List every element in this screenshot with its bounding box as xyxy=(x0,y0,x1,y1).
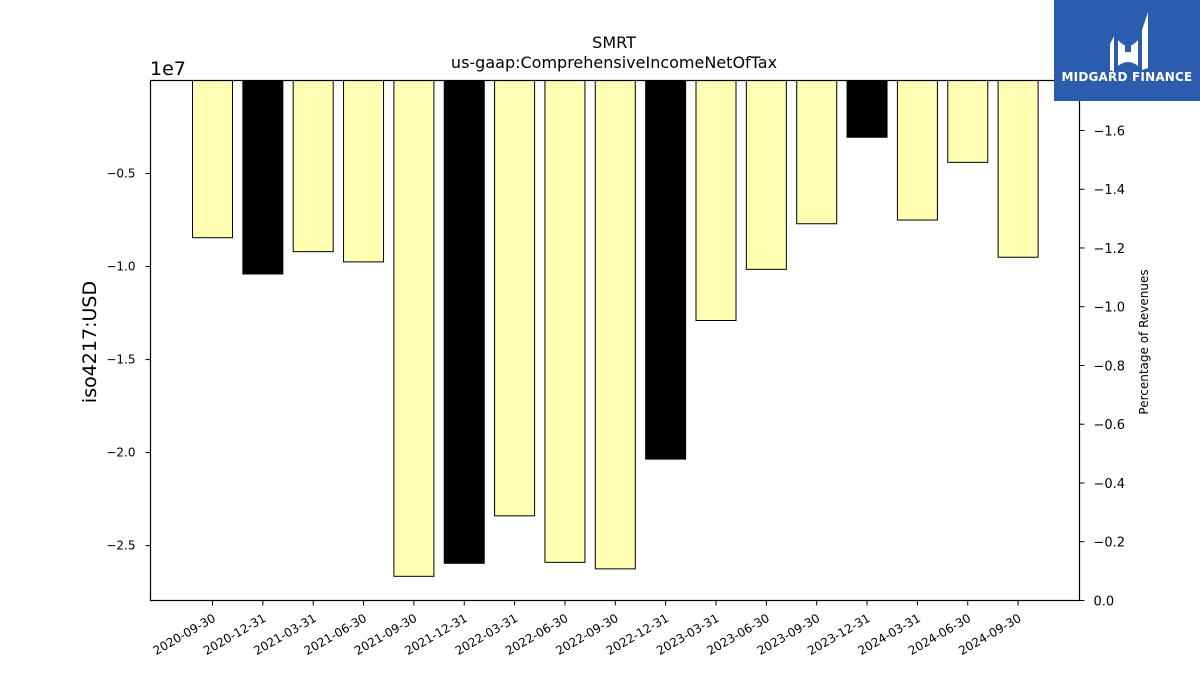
chart-title: SMRT xyxy=(592,33,636,52)
midgard-finance-logo: MIDGARD FINANCE xyxy=(1054,0,1200,101)
bar xyxy=(343,80,385,263)
bar xyxy=(645,80,687,460)
y2-tick-label: −1.4 xyxy=(1094,183,1126,198)
bar xyxy=(292,80,334,253)
bar xyxy=(997,80,1039,258)
logo-text: MIDGARD FINANCE xyxy=(1061,70,1193,84)
y2-tick-label: −1.6 xyxy=(1094,124,1126,139)
y-tick-label: −1.0 xyxy=(106,260,135,274)
plot-frame xyxy=(149,79,1081,602)
y2-tick-label: −1.0 xyxy=(1094,301,1126,316)
y-tick-label: −0.5 xyxy=(106,167,135,181)
bar xyxy=(494,80,536,517)
logo-mark-icon xyxy=(1110,12,1148,72)
bar xyxy=(796,80,838,225)
bar xyxy=(594,80,636,570)
y2-tick-label: 0.0 xyxy=(1094,595,1115,610)
bar xyxy=(745,80,787,270)
chart-subtitle: us-gaap:ComprehensiveIncomeNetOfTax xyxy=(451,53,777,72)
bar xyxy=(192,80,233,239)
y2-tick-label: −0.2 xyxy=(1094,536,1126,551)
y2-axis-label: Percentage of Revenues xyxy=(1137,269,1151,414)
bar xyxy=(695,80,737,321)
y2-tick-label: −0.8 xyxy=(1094,359,1126,374)
y2-tick-label: −1.2 xyxy=(1094,242,1126,257)
y2-tick-label: −0.6 xyxy=(1094,418,1126,433)
y-offset-label: 1e7 xyxy=(150,58,186,80)
y-tick-label: −2.0 xyxy=(106,446,135,460)
y-axis-label: iso4217:USD xyxy=(79,281,101,403)
bar xyxy=(242,80,284,275)
bar xyxy=(896,80,938,221)
y2-tick-label: −0.4 xyxy=(1094,477,1126,492)
bar xyxy=(544,80,586,563)
bar xyxy=(393,80,435,577)
y-tick-label: −2.5 xyxy=(106,539,135,553)
bar xyxy=(443,80,485,564)
y-tick-label: −1.5 xyxy=(106,353,135,367)
bar xyxy=(947,80,989,163)
bar xyxy=(846,80,888,138)
